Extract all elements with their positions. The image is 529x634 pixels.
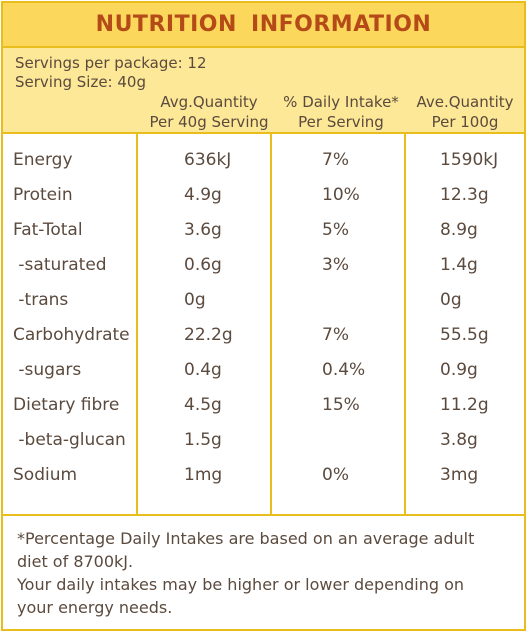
nutrient-label: Protein: [13, 185, 73, 205]
nutrient-label: Dietary fibre: [13, 395, 120, 415]
column-header-line: Avg.Quantity: [160, 93, 258, 111]
per-serving-value: 636kJ: [184, 150, 232, 170]
footnote: *Percentage Daily Intakes are based on a…: [17, 527, 517, 619]
per-serving-value: 0g: [184, 290, 206, 310]
daily-intake-value: 10%: [322, 185, 360, 205]
daily-intake-value: 7%: [322, 325, 349, 345]
serving-size: Serving Size: 40g: [15, 73, 146, 91]
daily-intake-value: 0%: [322, 465, 349, 485]
per-serving-value: 0.6g: [184, 255, 222, 275]
daily-intake-value: 15%: [322, 395, 360, 415]
servings-band: Servings per package: 12 Serving Size: 4…: [3, 48, 524, 134]
per-100g-value: 1590kJ: [440, 150, 499, 170]
column-header-line: Ave.Quantity: [416, 93, 514, 111]
per-serving-value: 22.2g: [184, 325, 233, 345]
column-divider: [136, 134, 138, 514]
footnote-divider: [3, 514, 524, 516]
nutrient-label: Carbohydrate: [13, 325, 130, 345]
per-100g-value: 55.5g: [440, 325, 489, 345]
column-divider: [270, 134, 272, 514]
daily-intake-value: 7%: [322, 150, 349, 170]
nutrient-label: Fat-Total: [13, 220, 83, 240]
per-100g-value: 11.2g: [440, 395, 489, 415]
per-100g-value: 8.9g: [440, 220, 478, 240]
per-100g-value: 3.8g: [440, 430, 478, 450]
daily-intake-value: 5%: [322, 220, 349, 240]
per-100g-value: 12.3g: [440, 185, 489, 205]
column-header-daily-intake: % Daily Intake* Per Serving: [276, 92, 406, 132]
nutrient-label: -sugars: [13, 360, 82, 380]
panel-title: NUTRITION INFORMATION: [3, 3, 524, 48]
per-100g-value: 0.9g: [440, 360, 478, 380]
column-header-line: Per 40g Serving: [149, 113, 269, 131]
column-header-per-100g: Ave.Quantity Per 100g: [406, 92, 524, 132]
per-100g-value: 0g: [440, 290, 462, 310]
daily-intake-value: 3%: [322, 255, 349, 275]
nutrient-label: -trans: [13, 290, 69, 310]
nutrient-label: Sodium: [13, 465, 78, 485]
per-serving-value: 0.4g: [184, 360, 222, 380]
footnote-line: your energy needs.: [17, 598, 173, 617]
column-header-line: % Daily Intake*: [283, 93, 399, 111]
per-serving-value: 3.6g: [184, 220, 222, 240]
nutrient-label: -saturated: [13, 255, 107, 275]
nutrient-label: -beta-glucan: [13, 430, 126, 450]
per-100g-value: 1.4g: [440, 255, 478, 275]
footnote-line: Your daily intakes may be higher or lowe…: [17, 575, 465, 594]
column-header-line: Per 100g: [431, 113, 499, 131]
nutrient-label: Energy: [13, 150, 73, 170]
per-100g-value: 3mg: [440, 465, 479, 485]
servings-per-package: Servings per package: 12: [15, 54, 207, 72]
daily-intake-value: 0.4%: [322, 360, 366, 380]
footnote-line: diet of 8700kJ.: [17, 552, 134, 571]
column-divider: [404, 134, 406, 514]
per-serving-value: 4.5g: [184, 395, 222, 415]
per-serving-value: 1mg: [184, 465, 223, 485]
per-serving-value: 1.5g: [184, 430, 222, 450]
per-serving-value: 4.9g: [184, 185, 222, 205]
column-header-line: Per Serving: [298, 113, 384, 131]
column-header-per-serving: Avg.Quantity Per 40g Serving: [144, 92, 274, 132]
footnote-line: *Percentage Daily Intakes are based on a…: [17, 529, 475, 548]
